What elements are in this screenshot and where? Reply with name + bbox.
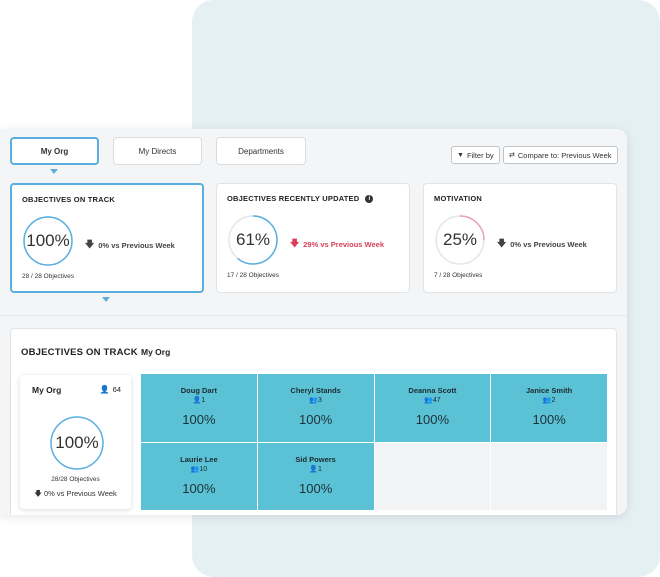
org-summary-card[interactable]: My Org 👤 64 100% 28/28 Objectives 🡇 0% v… xyxy=(20,375,131,509)
card-value: 61% xyxy=(235,230,271,249)
person-name: Cheryl Stands xyxy=(290,386,341,395)
org-name: My Org xyxy=(32,385,62,395)
card-delta-text: 0% vs Previous Week xyxy=(98,240,175,250)
person-tile[interactable]: Deanna Scott 👥47 100% xyxy=(374,374,491,442)
person-tile[interactable]: Sid Powers 👤1 100% xyxy=(257,442,374,510)
org-value: 100% xyxy=(55,433,99,452)
person-name: Sid Powers xyxy=(295,454,336,464)
card-value: 100% xyxy=(26,231,70,250)
org-delta-text: 0% vs Previous Week xyxy=(44,489,117,498)
card-delta: 🡇 0% vs Previous Week xyxy=(85,237,175,253)
arrow-down-icon: 🡇 xyxy=(85,239,95,249)
person-reports: 👥47 xyxy=(375,396,491,404)
arrow-down-icon: 🡇 xyxy=(497,238,507,248)
person-reports-count: 47 xyxy=(432,397,441,404)
compare-button[interactable]: ⇄ Compare to: Previous Week xyxy=(503,146,618,164)
empty-tile xyxy=(374,442,491,510)
card-title: OBJECTIVES ON TRACK xyxy=(22,195,115,204)
org-progress-ring xyxy=(50,416,104,470)
arrow-down-icon: 🡇 xyxy=(290,238,300,248)
card-delta: 🡇 0% vs Previous Week xyxy=(497,236,587,252)
person-value: 100% xyxy=(415,412,449,427)
people-icon: 👥 xyxy=(424,397,433,404)
person-value: 100% xyxy=(299,412,333,427)
dashboard-window: My Org My Directs Departments ▼ Filter b… xyxy=(0,129,627,515)
card-delta-text: 29% vs Previous Week xyxy=(303,239,385,249)
person-reports: 👤1 xyxy=(258,465,374,473)
filter-label: Filter by xyxy=(466,150,494,160)
person-tile[interactable]: Laurie Lee 👥10 100% xyxy=(141,442,257,510)
person-reports: 👥2 xyxy=(491,396,607,404)
person-reports-count: 2 xyxy=(551,397,556,404)
person-reports: 👥10 xyxy=(141,465,257,473)
card-delta-text: 0% vs Previous Week xyxy=(510,239,587,249)
compare-label: Compare to: Previous Week xyxy=(517,150,612,160)
filter-button[interactable]: ▼ Filter by xyxy=(451,146,500,164)
person-reports-count: 1 xyxy=(201,397,206,404)
tab-my-org[interactable]: My Org xyxy=(10,137,99,165)
detail-scope: My Org xyxy=(141,347,171,357)
section-divider xyxy=(0,315,627,316)
person-value: 100% xyxy=(182,412,216,427)
person-reports-count: 3 xyxy=(318,397,322,404)
person-value: 100% xyxy=(532,412,566,427)
person-name: Doug Dart xyxy=(180,386,217,395)
people-icon: 👥 xyxy=(190,465,200,473)
person-name: Laurie Lee xyxy=(180,454,218,464)
card-objectives-on-track[interactable]: OBJECTIVES ON TRACK 100% 🡇 0% vs Previou… xyxy=(10,183,204,293)
progress-ring xyxy=(228,215,278,265)
org-objectives: 28/28 Objectives xyxy=(51,476,100,483)
person-icon: 👤 xyxy=(309,465,319,473)
objectives-detail-panel: OBJECTIVES ON TRACK My Org My Org 👤 64 1… xyxy=(10,328,617,515)
person-reports-count: 1 xyxy=(318,465,322,473)
person-value: 100% xyxy=(299,480,333,496)
card-objectives-count: 17 / 28 Objectives xyxy=(227,272,280,279)
person-icon: 👤 xyxy=(99,385,110,394)
person-tile[interactable]: Cheryl Stands 👥3 100% xyxy=(257,374,374,442)
card-title-text: OBJECTIVES RECENTLY UPDATED xyxy=(227,194,360,203)
person-reports-count: 10 xyxy=(199,465,208,473)
funnel-icon: ▼ xyxy=(457,151,464,159)
card-delta: 🡇 29% vs Previous Week xyxy=(290,236,384,252)
org-delta: 🡇 0% vs Previous Week xyxy=(20,488,131,501)
org-member-count-value: 64 xyxy=(112,385,121,394)
org-member-count: 👤 64 xyxy=(100,385,121,394)
detail-title: OBJECTIVES ON TRACK xyxy=(21,347,138,358)
person-tile[interactable]: Doug Dart 👤1 100% xyxy=(141,374,257,442)
people-icon: 👥 xyxy=(542,397,552,404)
person-reports: 👤1 xyxy=(141,396,257,404)
info-icon[interactable]: i xyxy=(365,194,374,203)
card-title: OBJECTIVES RECENTLY UPDATED i xyxy=(227,194,374,203)
card-objectives-count: 7 / 28 Objectives xyxy=(434,272,483,279)
active-card-caret-icon xyxy=(102,297,110,302)
empty-tile xyxy=(491,442,607,510)
tab-departments[interactable]: Departments xyxy=(216,137,306,165)
person-value: 100% xyxy=(182,480,216,496)
card-value: 25% xyxy=(442,230,478,249)
swap-icon: ⇄ xyxy=(509,152,515,159)
people-grid: Doug Dart 👤1 100% Cheryl Stands 👥3 100% … xyxy=(141,374,607,510)
person-icon: 👤 xyxy=(192,397,202,404)
people-icon: 👥 xyxy=(309,397,319,404)
card-title: MOTIVATION xyxy=(434,194,482,203)
person-reports: 👥3 xyxy=(258,396,374,404)
person-name: Deanna Scott xyxy=(408,386,457,395)
person-tile[interactable]: Janice Smith 👥2 100% xyxy=(491,374,607,442)
progress-ring xyxy=(435,215,485,265)
tab-my-directs[interactable]: My Directs xyxy=(113,137,202,165)
active-tab-caret-icon xyxy=(50,169,58,174)
person-name: Janice Smith xyxy=(525,386,573,395)
card-objectives-count: 28 / 28 Objectives xyxy=(22,273,75,280)
progress-ring xyxy=(23,216,73,266)
arrow-down-icon: 🡇 xyxy=(34,489,42,498)
card-objectives-recently-updated[interactable]: OBJECTIVES RECENTLY UPDATED i 61% 🡇 29% … xyxy=(216,183,410,293)
card-motivation[interactable]: MOTIVATION 25% 🡇 0% vs Previous Week 7 /… xyxy=(423,183,617,293)
